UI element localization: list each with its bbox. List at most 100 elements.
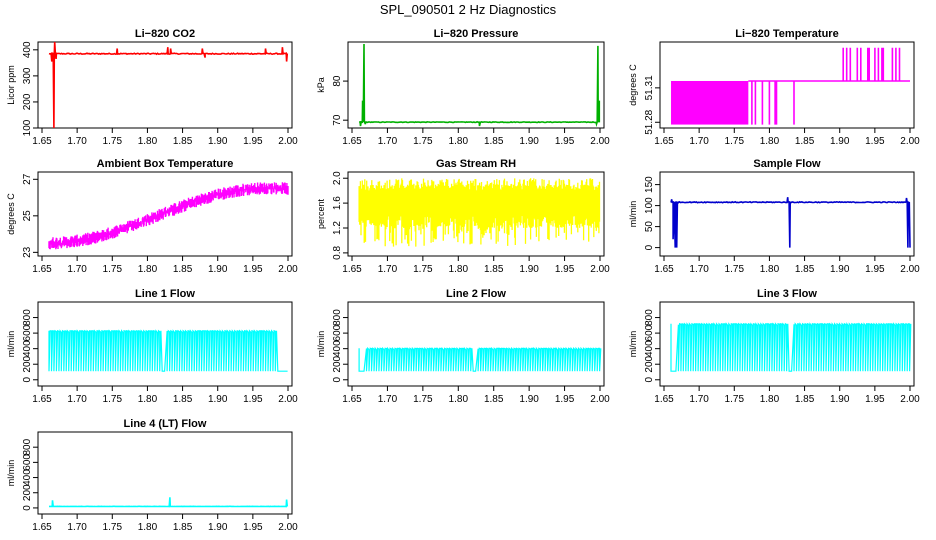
x-tick-label: 2.00 bbox=[278, 522, 298, 533]
x-tick-label: 1.95 bbox=[555, 136, 575, 147]
y-axis-label: degrees C bbox=[6, 193, 16, 235]
x-tick-label: 1.75 bbox=[413, 394, 433, 405]
x-tick-label: 1.85 bbox=[795, 264, 815, 275]
y-tick-label: 0 bbox=[644, 244, 655, 250]
x-tick-label: 1.90 bbox=[208, 136, 228, 147]
x-tick-label: 1.75 bbox=[725, 264, 745, 275]
x-tick-label: 1.65 bbox=[654, 394, 674, 405]
x-tick-label: 1.65 bbox=[32, 136, 52, 147]
plot-frame bbox=[659, 171, 915, 257]
x-tick-label: 1.75 bbox=[413, 264, 433, 275]
x-tick-label: 1.85 bbox=[484, 136, 504, 147]
panel-title: Gas Stream RH bbox=[436, 158, 516, 170]
y-tick-label: 1.2 bbox=[332, 221, 343, 235]
x-tick-label: 2.00 bbox=[900, 264, 920, 275]
x-tick-label: 1.85 bbox=[795, 136, 815, 147]
x-tick-label: 1.75 bbox=[103, 522, 123, 533]
y-tick-label: 200 bbox=[332, 355, 343, 372]
y-tick-label: 600 bbox=[22, 454, 33, 471]
y-tick-label: 200 bbox=[644, 355, 655, 372]
plot-frame bbox=[37, 301, 293, 387]
y-tick-label: 0 bbox=[332, 377, 343, 383]
x-tick-label: 1.70 bbox=[67, 522, 87, 533]
series-line bbox=[358, 43, 601, 128]
x-tick-label: 1.70 bbox=[67, 136, 87, 147]
x-tick-label: 1.80 bbox=[449, 136, 469, 147]
x-tick-label: 1.85 bbox=[484, 394, 504, 405]
x-tick-label: 1.90 bbox=[519, 264, 539, 275]
x-tick-label: 1.90 bbox=[208, 394, 228, 405]
panel-co2: Li−820 CO2 1.65 1.70 1.75 1.80 1.85 1.90 1.95 2.… bbox=[6, 28, 298, 147]
x-tick-label: 1.80 bbox=[138, 522, 158, 533]
x-tick-label: 1.90 bbox=[830, 264, 850, 275]
x-tick-label: 1.75 bbox=[103, 136, 123, 147]
x-tick-label: 1.80 bbox=[138, 136, 158, 147]
x-tick-label: 1.70 bbox=[378, 394, 398, 405]
x-tick-label: 2.00 bbox=[278, 264, 298, 275]
series-line bbox=[358, 178, 601, 247]
y-tick-label: 100 bbox=[644, 197, 655, 214]
y-axis-label: degrees C bbox=[628, 64, 638, 106]
panel-title: Line 1 Flow bbox=[135, 288, 195, 300]
x-tick-label: 1.90 bbox=[208, 522, 228, 533]
x-tick-label: 1.80 bbox=[760, 136, 780, 147]
y-tick-label: 70 bbox=[332, 114, 343, 126]
series-line bbox=[48, 182, 289, 250]
x-tick-label: 1.65 bbox=[342, 394, 362, 405]
x-tick-label: 1.95 bbox=[243, 136, 263, 147]
panel-title: Line 4 (LT) Flow bbox=[124, 418, 207, 430]
x-tick-label: 1.95 bbox=[243, 264, 263, 275]
x-tick-label: 1.75 bbox=[103, 264, 123, 275]
x-tick-label: 1.85 bbox=[484, 264, 504, 275]
x-tick-label: 2.00 bbox=[900, 136, 920, 147]
x-tick-label: 1.95 bbox=[865, 394, 885, 405]
x-tick-label: 1.95 bbox=[865, 136, 885, 147]
series-band bbox=[671, 80, 749, 125]
y-tick-label: 27 bbox=[22, 173, 33, 185]
series-line bbox=[48, 41, 289, 129]
x-tick-label: 1.70 bbox=[689, 394, 709, 405]
plot-frame bbox=[659, 301, 915, 387]
x-tick-label: 1.80 bbox=[138, 264, 158, 275]
x-tick-label: 1.65 bbox=[342, 264, 362, 275]
x-tick-label: 2.00 bbox=[278, 394, 298, 405]
y-tick-label: 400 bbox=[644, 340, 655, 357]
x-tick-label: 1.95 bbox=[865, 264, 885, 275]
y-tick-label: 51.31 bbox=[644, 75, 655, 100]
y-axis-label: kPa bbox=[316, 77, 326, 93]
series-line bbox=[48, 329, 288, 372]
x-tick-label: 2.00 bbox=[590, 264, 610, 275]
x-tick-label: 1.75 bbox=[725, 394, 745, 405]
x-tick-label: 1.65 bbox=[32, 264, 52, 275]
y-axis-label: ml/min bbox=[316, 331, 326, 358]
panel-title: Ambient Box Temperature bbox=[97, 158, 234, 170]
x-tick-label: 1.65 bbox=[32, 394, 52, 405]
y-tick-label: 50 bbox=[644, 221, 655, 233]
panel-rh: Gas Stream RH 1.65 1.70 1.75 1.80 1.85 1.90 1.9… bbox=[316, 158, 610, 275]
series-line bbox=[670, 322, 912, 372]
panel-title: Line 3 Flow bbox=[757, 288, 817, 300]
x-tick-label: 1.70 bbox=[689, 264, 709, 275]
x-tick-label: 1.70 bbox=[378, 264, 398, 275]
x-tick-label: 1.95 bbox=[243, 522, 263, 533]
panel-title: Line 2 Flow bbox=[446, 288, 506, 300]
x-tick-label: 1.75 bbox=[413, 136, 433, 147]
y-tick-label: 80 bbox=[332, 75, 343, 87]
panel-title: Li−820 Pressure bbox=[434, 28, 519, 40]
x-tick-label: 1.90 bbox=[830, 136, 850, 147]
panel-line3: Line 3 Flow 1.65 1.70 1.75 1.80 1.85 1.90 1.95 2… bbox=[628, 288, 920, 405]
panel-title: Li−820 Temperature bbox=[735, 28, 838, 40]
plot-frame bbox=[347, 171, 605, 257]
y-tick-label: 1.6 bbox=[332, 196, 343, 210]
x-tick-label: 2.00 bbox=[278, 136, 298, 147]
y-tick-label: 600 bbox=[644, 324, 655, 341]
y-tick-label: 800 bbox=[332, 309, 343, 326]
y-axis-label: ml/min bbox=[628, 201, 638, 228]
y-tick-label: 200 bbox=[22, 484, 33, 501]
y-tick-label: 23 bbox=[22, 246, 33, 258]
y-tick-label: 800 bbox=[22, 438, 33, 455]
panel-title: Sample Flow bbox=[753, 158, 821, 170]
y-tick-label: 2.0 bbox=[332, 171, 343, 185]
y-axis-label: ml/min bbox=[6, 331, 16, 358]
